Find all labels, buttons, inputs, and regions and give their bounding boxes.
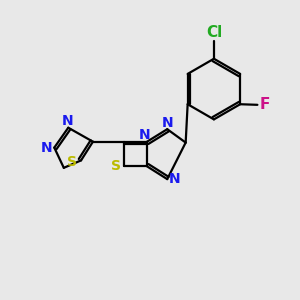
Text: S: S: [110, 159, 121, 173]
Text: Cl: Cl: [206, 25, 222, 40]
Text: N: N: [139, 128, 151, 142]
Text: F: F: [260, 97, 270, 112]
Text: N: N: [169, 172, 180, 186]
Text: N: N: [62, 114, 74, 128]
Text: N: N: [162, 116, 174, 130]
Text: S: S: [67, 155, 77, 170]
Text: N: N: [41, 141, 53, 154]
